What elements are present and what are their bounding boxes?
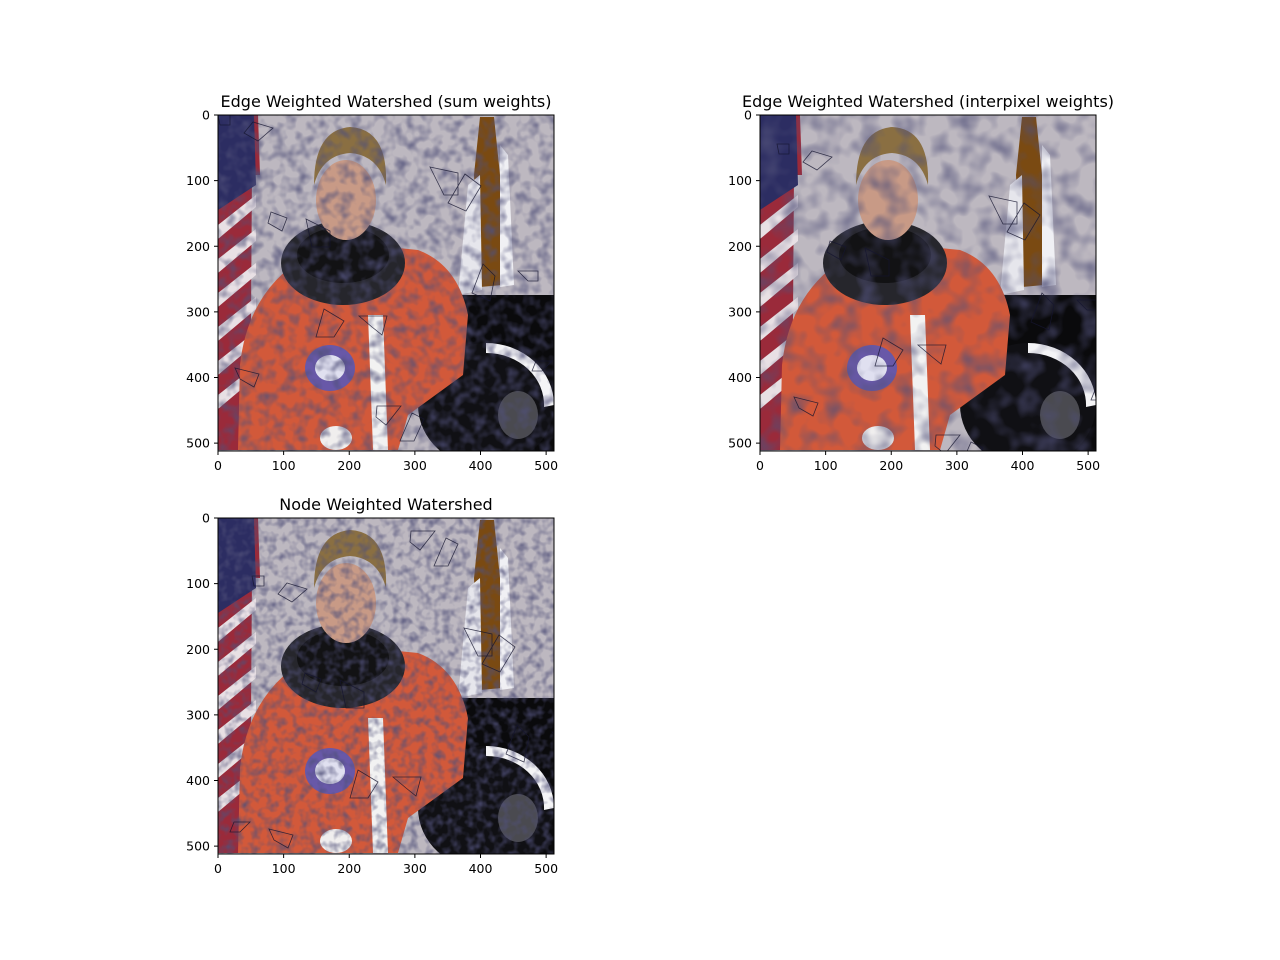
y-tick-label: 400 (186, 370, 210, 385)
segmented-image (218, 518, 554, 854)
x-tick-label: 500 (1076, 458, 1100, 473)
x-tick-label: 500 (534, 861, 558, 876)
y-tick-label: 100 (186, 173, 210, 188)
axes-frame (759, 114, 1097, 452)
y-tick-label: 400 (728, 370, 752, 385)
y-axis: 0 100 200 300 400 500 (728, 108, 760, 451)
x-tick-label: 400 (1011, 458, 1035, 473)
x-axis: 0 100 200 300 400 500 (756, 451, 1100, 473)
x-tick-label: 400 (469, 458, 493, 473)
y-tick-label: 0 (744, 108, 752, 123)
subplot-edge-sum-weights: Edge Weighted Watershed (sum weights) 0 1… (186, 92, 558, 473)
subplot-node-weighted: Node Weighted Watershed 0 100 200 300 400 500… (186, 495, 558, 876)
subplot-title: Edge Weighted Watershed (sum weights) (221, 92, 552, 111)
x-tick-label: 0 (214, 861, 222, 876)
x-tick-label: 200 (337, 861, 361, 876)
y-tick-label: 400 (186, 773, 210, 788)
x-axis: 0 100 200 300 400 500 (214, 451, 558, 473)
superpixel-boundaries (218, 518, 554, 854)
segmented-image (218, 115, 554, 451)
y-tick-label: 200 (728, 239, 752, 254)
axes-frame (217, 114, 555, 452)
x-tick-label: 400 (469, 861, 493, 876)
y-tick-label: 0 (202, 108, 210, 123)
subplot-edge-interpixel-weights: Edge Weighted Watershed (interpixel weig… (728, 92, 1114, 473)
y-tick-label: 200 (186, 239, 210, 254)
x-tick-label: 100 (272, 458, 296, 473)
x-tick-label: 300 (403, 458, 427, 473)
subplot-title: Edge Weighted Watershed (interpixel weig… (742, 92, 1114, 111)
superpixel-boundaries (218, 115, 554, 451)
region-outlines (218, 115, 553, 442)
x-tick-label: 200 (879, 458, 903, 473)
x-tick-label: 300 (945, 458, 969, 473)
x-axis: 0 100 200 300 400 500 (214, 854, 558, 876)
y-tick-label: 500 (728, 436, 752, 451)
x-tick-label: 300 (403, 861, 427, 876)
y-tick-label: 100 (728, 173, 752, 188)
y-axis: 0 100 200 300 400 500 (186, 511, 218, 854)
x-tick-label: 100 (814, 458, 838, 473)
region-outlines (776, 143, 1096, 451)
y-tick-label: 500 (186, 436, 210, 451)
x-tick-label: 200 (337, 458, 361, 473)
y-tick-label: 200 (186, 642, 210, 657)
subplot-title: Node Weighted Watershed (279, 495, 492, 514)
y-tick-label: 0 (202, 511, 210, 526)
axes-frame (217, 517, 555, 855)
y-tick-label: 300 (186, 707, 210, 722)
region-outlines (229, 530, 554, 849)
y-tick-label: 300 (186, 304, 210, 319)
segmented-image (760, 115, 1096, 451)
x-tick-label: 0 (214, 458, 222, 473)
y-axis: 0 100 200 300 400 500 (186, 108, 218, 451)
superpixel-boundaries (760, 115, 1096, 451)
y-tick-label: 100 (186, 576, 210, 591)
x-tick-label: 100 (272, 861, 296, 876)
x-tick-label: 500 (534, 458, 558, 473)
y-tick-label: 500 (186, 839, 210, 854)
x-tick-label: 0 (756, 458, 764, 473)
y-tick-label: 300 (728, 304, 752, 319)
